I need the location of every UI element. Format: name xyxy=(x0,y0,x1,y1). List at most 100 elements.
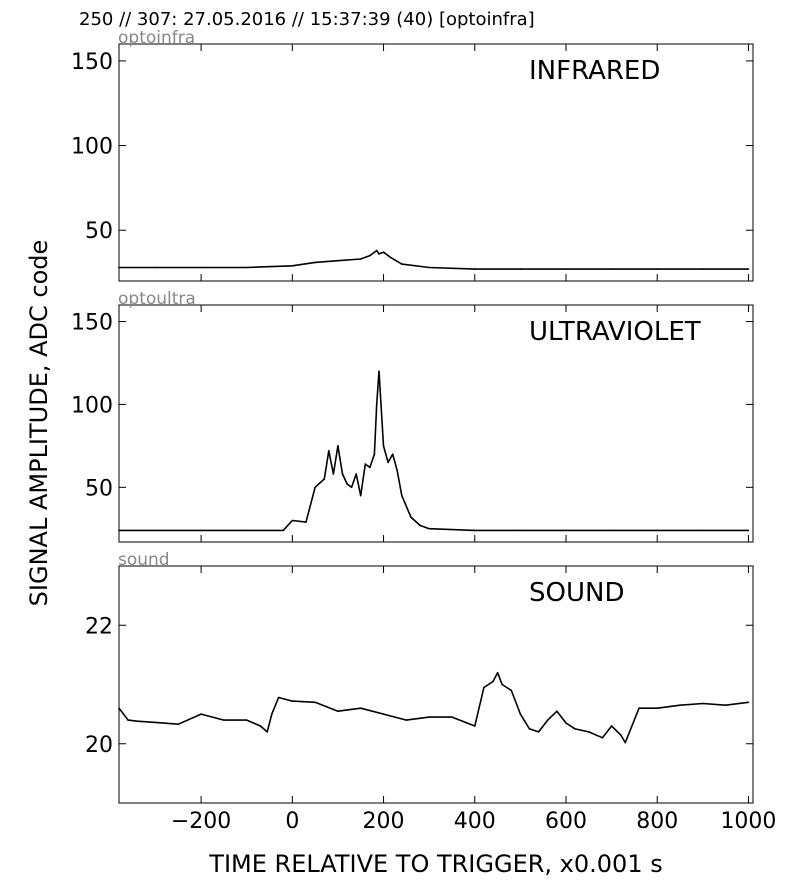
data-point xyxy=(492,680,494,683)
data-point xyxy=(574,728,576,730)
data-point xyxy=(546,719,549,721)
y-tick-label: 100 xyxy=(71,135,113,160)
data-point xyxy=(369,254,371,257)
data-point xyxy=(245,266,248,269)
panel-name: optoultra xyxy=(118,289,196,309)
data-point xyxy=(588,731,590,733)
data-point xyxy=(401,494,403,497)
data-point xyxy=(537,731,540,733)
data-point xyxy=(291,519,294,522)
data-point xyxy=(382,445,385,447)
chart-title: 250 // 307: 27.05.2016 // 15:37:39 (40) … xyxy=(79,9,535,30)
data-point xyxy=(474,268,476,270)
data-point xyxy=(565,529,567,532)
data-point xyxy=(656,529,658,532)
y-tick-label: 150 xyxy=(71,50,113,75)
data-point xyxy=(350,486,353,489)
panel-frame xyxy=(118,43,754,282)
data-point xyxy=(410,516,412,518)
data-point xyxy=(332,473,335,475)
data-point xyxy=(177,723,180,725)
data-point xyxy=(378,253,380,255)
panel-name: optoinfra xyxy=(118,28,195,48)
data-point xyxy=(245,529,248,532)
panel-name: sound xyxy=(118,550,170,570)
data-point xyxy=(328,450,330,452)
data-point xyxy=(245,719,248,721)
x-tick-label: 0 xyxy=(285,809,299,834)
data-point xyxy=(519,713,522,715)
data-point xyxy=(519,268,522,270)
data-point xyxy=(565,722,567,724)
x-axis-label: TIME RELATIVE TO TRIGGER, x0.001 s xyxy=(208,850,662,878)
panel-frame xyxy=(118,565,754,804)
data-point xyxy=(382,251,385,253)
data-point xyxy=(375,249,378,252)
data-point xyxy=(610,268,613,270)
data-point xyxy=(610,725,613,727)
data-point xyxy=(702,529,704,532)
x-tick-label: 400 xyxy=(454,809,496,834)
data-point xyxy=(624,741,627,744)
data-point xyxy=(419,524,421,527)
data-point xyxy=(223,719,225,721)
data-point xyxy=(724,704,727,706)
data-point xyxy=(271,713,273,715)
data-point xyxy=(747,701,750,704)
series-line-optoultra xyxy=(119,370,749,532)
data-point xyxy=(200,529,202,532)
data-point xyxy=(200,266,202,269)
data-point xyxy=(266,731,269,733)
x-tick-label: 1000 xyxy=(720,809,776,834)
data-point xyxy=(496,671,499,674)
data-point xyxy=(656,268,658,270)
data-point xyxy=(369,466,371,469)
panels: 50100150optoinfraINFRARED50100150optoult… xyxy=(71,28,754,804)
y-axis-label: SIGNAL AMPLITUDE, ADC code xyxy=(25,240,53,607)
data-point xyxy=(638,707,640,709)
data-point xyxy=(375,403,378,406)
data-point xyxy=(601,737,604,739)
data-point xyxy=(323,478,326,480)
data-point xyxy=(519,529,522,532)
data-point xyxy=(277,696,280,699)
x-tick-label: −200 xyxy=(171,809,231,834)
x-tick-label: 200 xyxy=(363,809,405,834)
panel-frame xyxy=(118,304,754,543)
data-point xyxy=(359,707,362,709)
data-point xyxy=(405,719,408,721)
data-point xyxy=(373,453,376,456)
series-line-sound xyxy=(118,671,749,744)
data-point xyxy=(291,700,294,702)
data-point xyxy=(396,469,399,472)
data-point xyxy=(702,702,704,705)
data-point xyxy=(401,263,403,265)
data-point xyxy=(428,266,431,269)
data-point xyxy=(337,445,339,447)
data-point xyxy=(314,701,316,704)
data-point xyxy=(656,707,658,709)
data-point xyxy=(389,256,392,259)
y-tick-label: 22 xyxy=(85,614,113,639)
panel-label: ULTRAVIOLET xyxy=(529,317,701,347)
data-point xyxy=(428,527,431,530)
x-tick-label: 800 xyxy=(636,809,678,834)
data-point xyxy=(483,686,485,689)
data-point xyxy=(610,529,613,532)
data-point xyxy=(428,716,431,718)
series-line-optoinfra xyxy=(119,249,749,270)
data-point xyxy=(565,268,567,270)
data-point xyxy=(679,704,681,706)
data-point xyxy=(387,461,389,464)
data-point xyxy=(382,713,385,715)
panel-label: INFRARED xyxy=(529,56,660,86)
data-point xyxy=(451,716,453,718)
data-point xyxy=(337,710,339,712)
data-point xyxy=(747,268,750,270)
y-tick-label: 50 xyxy=(85,476,113,501)
y-tick-label: 100 xyxy=(71,393,113,418)
x-tick-label: 600 xyxy=(545,809,587,834)
